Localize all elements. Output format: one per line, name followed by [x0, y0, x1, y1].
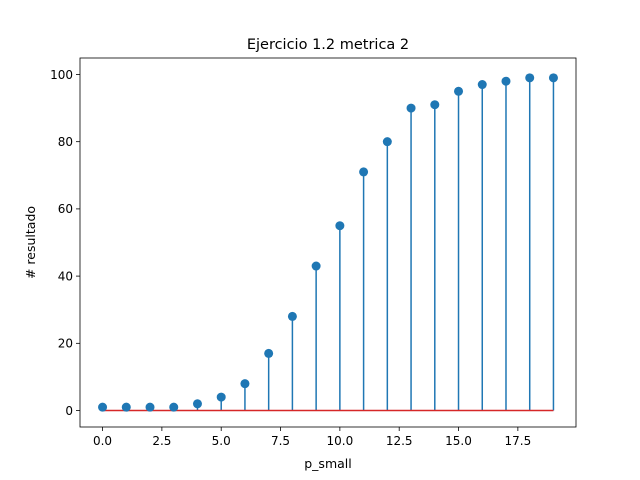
x-tick-label: 0.0 — [93, 434, 112, 448]
data-point — [216, 392, 226, 402]
x-tick-label: 12.5 — [386, 434, 413, 448]
y-axis: 0 20 40 60 80 100 — [50, 68, 80, 418]
x-axis: 0.0 2.5 5.0 7.5 10.0 12.5 15.0 17.5 — [93, 427, 531, 448]
data-point — [548, 73, 558, 83]
y-tick-label: 20 — [58, 337, 73, 351]
y-tick-label: 40 — [58, 269, 73, 283]
data-point — [406, 103, 416, 113]
data-point — [98, 402, 108, 412]
data-point — [287, 311, 297, 321]
data-point — [169, 402, 179, 412]
data-point — [335, 221, 345, 231]
x-tick-label: 2.5 — [152, 434, 171, 448]
data-point — [382, 137, 392, 147]
x-axis-label: p_small — [304, 456, 351, 471]
data-point — [311, 261, 321, 271]
data-point — [192, 399, 202, 409]
y-tick-label: 100 — [50, 68, 73, 82]
data-point — [454, 86, 464, 96]
x-tick-label: 17.5 — [504, 434, 531, 448]
data-point — [501, 76, 511, 86]
data-point — [359, 167, 369, 177]
axes-frame — [79, 57, 577, 428]
y-tick-label: 60 — [58, 202, 73, 216]
plot-area — [98, 73, 558, 412]
data-point — [525, 73, 535, 83]
x-tick-label: 5.0 — [212, 434, 231, 448]
data-point — [264, 348, 274, 358]
x-tick-label: 7.5 — [271, 434, 290, 448]
y-tick-label: 0 — [65, 404, 73, 418]
chart-title: Ejercicio 1.2 metrica 2 — [247, 37, 409, 53]
data-point — [240, 379, 250, 389]
data-point — [121, 402, 131, 412]
data-point — [430, 100, 440, 110]
y-tick-label: 80 — [58, 135, 73, 149]
x-tick-label: 10.0 — [327, 434, 354, 448]
data-point — [477, 80, 487, 90]
data-point — [145, 402, 155, 412]
y-axis-label: # resultado — [23, 206, 38, 279]
x-tick-label: 15.0 — [445, 434, 472, 448]
